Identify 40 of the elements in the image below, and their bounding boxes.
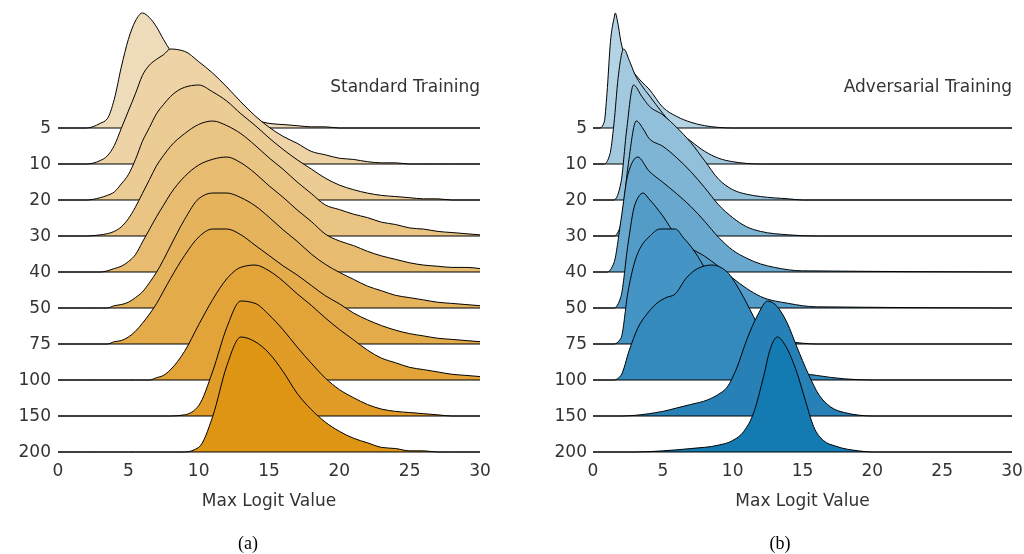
text: Standard Training	[330, 75, 480, 97]
text: (b)	[768, 532, 792, 554]
series-label: 100	[18, 369, 51, 389]
x-tick-label: 5	[122, 460, 134, 481]
series-label: 150	[18, 405, 51, 425]
x-tick-label: 30	[1001, 460, 1023, 481]
series-label: 20	[29, 189, 51, 209]
series-label: 150	[554, 405, 587, 425]
x-tick-label: 20	[328, 460, 351, 481]
series-label: 40	[29, 261, 51, 281]
x-tick-label: 30	[469, 460, 491, 481]
series-label: 5	[40, 117, 51, 137]
x-axis-title: Max Logit Value	[735, 490, 870, 510]
x-tick-label: 5	[657, 460, 669, 481]
x-tick-label: 20	[861, 460, 884, 481]
x-axis-title: Max Logit Value	[201, 490, 337, 510]
series-label: 30	[565, 225, 587, 245]
series-label: 200	[18, 441, 51, 461]
series-label: 40	[565, 261, 587, 281]
series-label: 30	[29, 225, 51, 245]
series-label: 20	[565, 189, 587, 209]
series-label: 200	[554, 441, 587, 461]
series-label: 5	[576, 117, 587, 137]
x-tick-label: 15	[258, 460, 280, 481]
text: (a)	[237, 532, 259, 554]
series-label: 75	[565, 333, 587, 353]
x-tick-label: 0	[52, 460, 64, 481]
series-label: 10	[29, 153, 51, 173]
x-tick-label: 15	[791, 460, 814, 481]
x-tick-label: 10	[187, 460, 210, 481]
text: Adversarial Training	[843, 75, 1012, 97]
series-label: 100	[554, 369, 587, 389]
x-tick-label: 0	[587, 460, 599, 481]
series-label: 50	[29, 297, 51, 317]
x-tick-label: 25	[398, 460, 421, 481]
x-tick-label: 10	[721, 460, 744, 481]
series-label: 10	[565, 153, 587, 173]
series-label: 75	[29, 333, 51, 353]
series-label: 50	[565, 297, 587, 317]
x-tick-label: 25	[931, 460, 953, 481]
